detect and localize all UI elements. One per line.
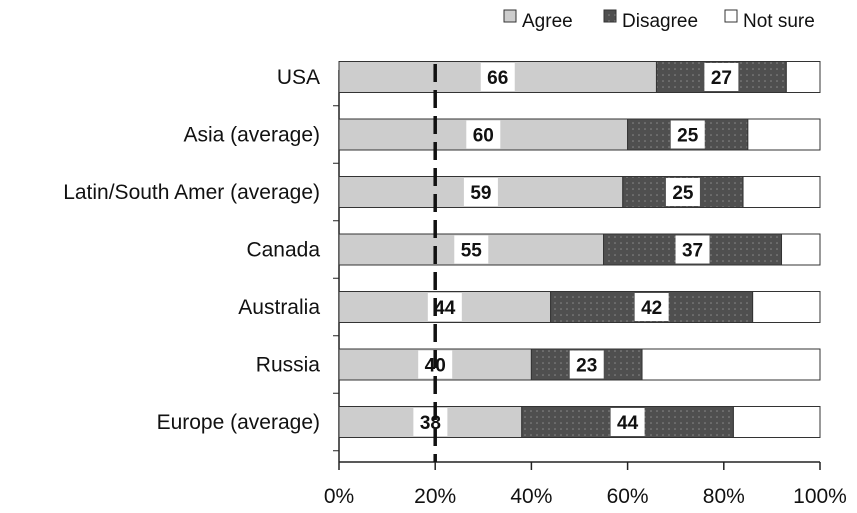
bar-not-sure: [732, 406, 821, 438]
data-label-disagree: 27: [711, 68, 732, 89]
data-label-disagree-bg: [634, 293, 669, 321]
legend-label-disagree: Disagree: [622, 11, 698, 32]
category-label: Russia: [256, 354, 321, 377]
data-label-agree: 59: [470, 183, 491, 204]
data-label-disagree: 37: [682, 241, 703, 262]
x-tick-label: 60%: [607, 485, 649, 508]
data-label-agree: 55: [461, 241, 483, 262]
data-label-disagree: 42: [641, 298, 662, 319]
data-label-disagree-bg: [569, 350, 604, 379]
bar-not-sure: [781, 233, 821, 266]
legend-label-agree: Agree: [522, 11, 573, 32]
data-label-agree-bg: [466, 120, 501, 149]
data-label-agree-bg: [413, 408, 448, 436]
data-label-agree: 38: [420, 413, 441, 434]
legend-swatch-not-sure: [724, 9, 738, 23]
x-tick-label: 20%: [414, 485, 456, 508]
category-label: Europe (average): [157, 411, 320, 434]
bar-not-sure: [742, 176, 821, 208]
data-label-disagree-bg: [670, 120, 705, 149]
x-tick-label: 80%: [703, 485, 745, 508]
data-label-agree-bg: [480, 63, 515, 91]
plot-area: 0% 20% 40% 60% 80% 100% USA 66 27 Asia (average) 6…: [63, 61, 847, 508]
bar-not-sure: [785, 61, 821, 93]
data-label-disagree: 25: [672, 183, 694, 204]
data-label-disagree: 23: [576, 356, 597, 377]
data-label-disagree-bg: [665, 178, 700, 206]
data-label-agree: 60: [473, 126, 494, 147]
data-label-disagree-bg: [610, 408, 645, 436]
category-label: Latin/South Amer (average): [63, 181, 320, 204]
data-label-disagree-bg: [704, 63, 739, 91]
data-label-disagree-bg: [675, 235, 710, 264]
legend: Agree Disagree Not sure: [503, 9, 815, 32]
legend-swatch-disagree: [603, 9, 617, 23]
data-label-agree-bg: [463, 178, 498, 206]
x-tick-label: 0%: [324, 485, 354, 508]
x-tick-label: 100%: [793, 485, 847, 508]
data-label-agree: 44: [434, 298, 456, 319]
category-label: Canada: [246, 239, 320, 262]
bar-not-sure: [752, 291, 821, 323]
legend-swatch-agree: [503, 9, 517, 23]
data-label-disagree: 44: [617, 413, 639, 434]
category-label: Australia: [238, 296, 320, 319]
legend-label-not-sure: Not sure: [743, 11, 815, 32]
category-label: Asia (average): [183, 124, 320, 147]
bar-not-sure: [641, 348, 821, 381]
data-label-agree-bg: [454, 235, 489, 264]
data-label-agree: 66: [487, 68, 508, 89]
data-label-disagree: 25: [677, 126, 699, 147]
x-tick-label: 40%: [510, 485, 552, 508]
category-label: USA: [277, 66, 320, 89]
bar-not-sure: [747, 118, 821, 151]
